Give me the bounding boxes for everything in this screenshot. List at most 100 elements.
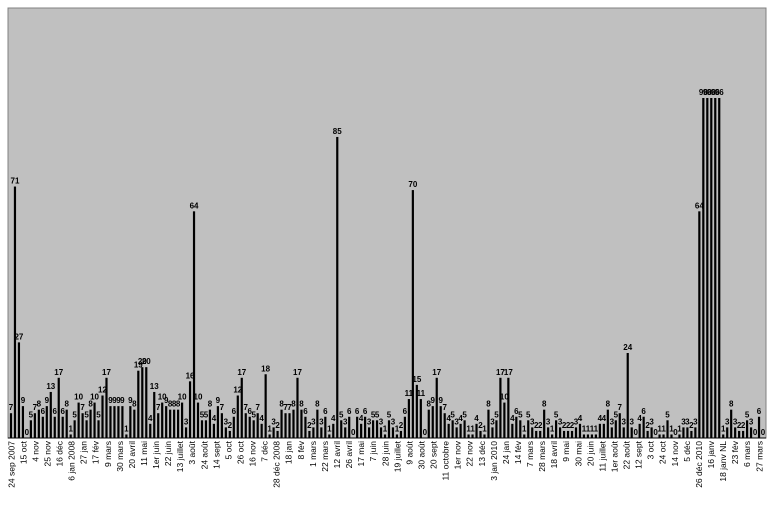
data-label: 8 (208, 400, 213, 409)
data-label: 17 (504, 368, 513, 377)
data-label: 1 (395, 424, 400, 433)
bar (519, 420, 522, 438)
x-tick-label: 24 août (199, 440, 209, 469)
bar (487, 409, 490, 438)
data-label: 7 (618, 403, 623, 412)
bar (734, 427, 737, 439)
data-label: 2 (737, 421, 742, 430)
bar (511, 423, 514, 438)
data-label: 20 (138, 357, 147, 366)
x-tick-label: 1 mars (308, 441, 318, 467)
data-label: 9 (112, 396, 117, 405)
bar (200, 420, 204, 438)
data-label: 8 (542, 400, 547, 409)
x-tick-label: 1er juin (151, 441, 161, 469)
bar (622, 427, 625, 439)
data-label: 7 (80, 403, 85, 412)
bar (375, 420, 379, 438)
data-label: 3 (693, 417, 698, 426)
bar (9, 413, 13, 438)
bar (196, 402, 200, 438)
data-label: 96 (707, 88, 716, 97)
bar (85, 420, 88, 438)
bar (180, 402, 184, 438)
bar (507, 377, 510, 438)
bar (726, 427, 729, 439)
bars (9, 98, 761, 439)
bar (531, 427, 534, 439)
bar (232, 416, 235, 438)
data-label: 5 (96, 410, 101, 419)
data-label: 8 (132, 400, 137, 409)
data-label: 7 (220, 403, 225, 412)
data-label: 17 (54, 368, 63, 377)
bar (499, 377, 502, 438)
bar (403, 416, 406, 438)
data-label: 3 (367, 417, 372, 426)
plot-area (7, 7, 767, 439)
bar (340, 420, 343, 438)
bar (57, 377, 60, 438)
bar (328, 434, 331, 438)
data-label: 9 (45, 396, 50, 405)
data-label: 0 (25, 428, 30, 437)
data-label: 1 (594, 424, 599, 433)
bar (431, 406, 434, 439)
x-tick-label: 6 jan 2008 (67, 441, 77, 481)
data-label: 7 (33, 403, 38, 412)
data-label: 20 (142, 357, 151, 366)
bar (89, 409, 92, 438)
bar (332, 423, 335, 438)
bar (662, 434, 665, 438)
data-label: 5 (387, 410, 392, 419)
data-label: 7 (255, 403, 260, 412)
x-tick-label: 30 mai (573, 441, 583, 467)
bar (29, 420, 32, 438)
data-label: 8 (64, 400, 69, 409)
data-label: 85 (333, 127, 342, 136)
x-tick-label: 4 nov (30, 440, 40, 462)
data-label: 3 (271, 417, 276, 426)
x-tick-label: 20 avril (127, 441, 137, 469)
data-label: 5 (29, 410, 34, 419)
bar (614, 420, 617, 438)
bar (53, 416, 56, 438)
data-label: 6 (60, 407, 65, 416)
data-label: 2 (307, 421, 312, 430)
data-label: 4 (212, 414, 217, 423)
bar (479, 430, 482, 438)
data-label: 8 (427, 400, 432, 409)
bar (41, 416, 44, 438)
bar (415, 384, 418, 439)
bar (125, 434, 128, 438)
data-label: 6 (41, 407, 46, 416)
data-label: 8 (176, 400, 181, 409)
data-label: 96 (703, 88, 712, 97)
data-label: 16 (186, 371, 195, 380)
data-label: 2 (538, 421, 543, 430)
bar (582, 434, 586, 438)
bar (714, 98, 717, 438)
x-tick-label: 5 déc (682, 440, 692, 462)
bar (165, 406, 168, 439)
bar (495, 420, 498, 438)
bar (574, 427, 578, 439)
data-label: 6 (403, 407, 408, 416)
data-label: 4 (458, 414, 463, 423)
x-tick-label: 13 déc (477, 440, 487, 466)
x-tick-label: 9 août (404, 440, 414, 464)
data-label: 7 (9, 403, 14, 412)
data-label: 3 (610, 417, 615, 426)
data-label: 8 (315, 400, 320, 409)
bar (276, 430, 279, 438)
x-tick-label: 27 mars (754, 441, 764, 472)
bar (606, 409, 609, 438)
data-label: 6 (641, 407, 646, 416)
data-label: 4 (474, 414, 479, 423)
data-label: 7 (156, 403, 161, 412)
data-label: 24 (623, 343, 632, 352)
data-label: 0 (633, 428, 638, 437)
x-tick-label: 22 nov (465, 440, 475, 466)
bar (109, 406, 112, 439)
data-label: 11 (417, 389, 426, 398)
